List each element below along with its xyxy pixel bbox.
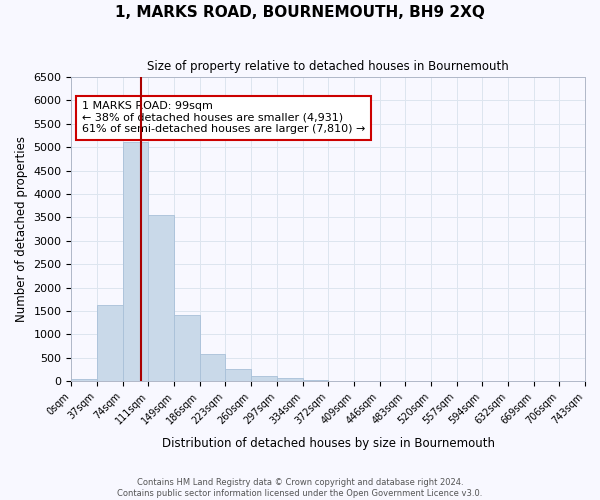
Bar — [97, 306, 123, 381]
Bar — [148, 214, 174, 381]
Bar — [226, 368, 251, 381]
Text: 1, MARKS ROAD, BOURNEMOUTH, BH9 2XQ: 1, MARKS ROAD, BOURNEMOUTH, BH9 2XQ — [115, 5, 485, 20]
Text: 1 MARKS ROAD: 99sqm
← 38% of detached houses are smaller (4,931)
61% of semi-det: 1 MARKS ROAD: 99sqm ← 38% of detached ho… — [82, 102, 365, 134]
Text: Contains HM Land Registry data © Crown copyright and database right 2024.
Contai: Contains HM Land Registry data © Crown c… — [118, 478, 482, 498]
Bar — [200, 354, 226, 381]
Bar — [71, 379, 97, 381]
Bar — [277, 378, 302, 381]
X-axis label: Distribution of detached houses by size in Bournemouth: Distribution of detached houses by size … — [162, 437, 495, 450]
Bar — [251, 376, 277, 381]
Bar — [174, 314, 200, 381]
Bar — [302, 380, 328, 381]
Y-axis label: Number of detached properties: Number of detached properties — [15, 136, 28, 322]
Title: Size of property relative to detached houses in Bournemouth: Size of property relative to detached ho… — [148, 60, 509, 73]
Bar — [123, 142, 148, 381]
